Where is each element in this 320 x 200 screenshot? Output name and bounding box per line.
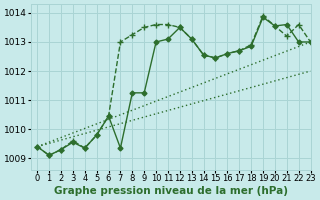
X-axis label: Graphe pression niveau de la mer (hPa): Graphe pression niveau de la mer (hPa) xyxy=(54,186,288,196)
